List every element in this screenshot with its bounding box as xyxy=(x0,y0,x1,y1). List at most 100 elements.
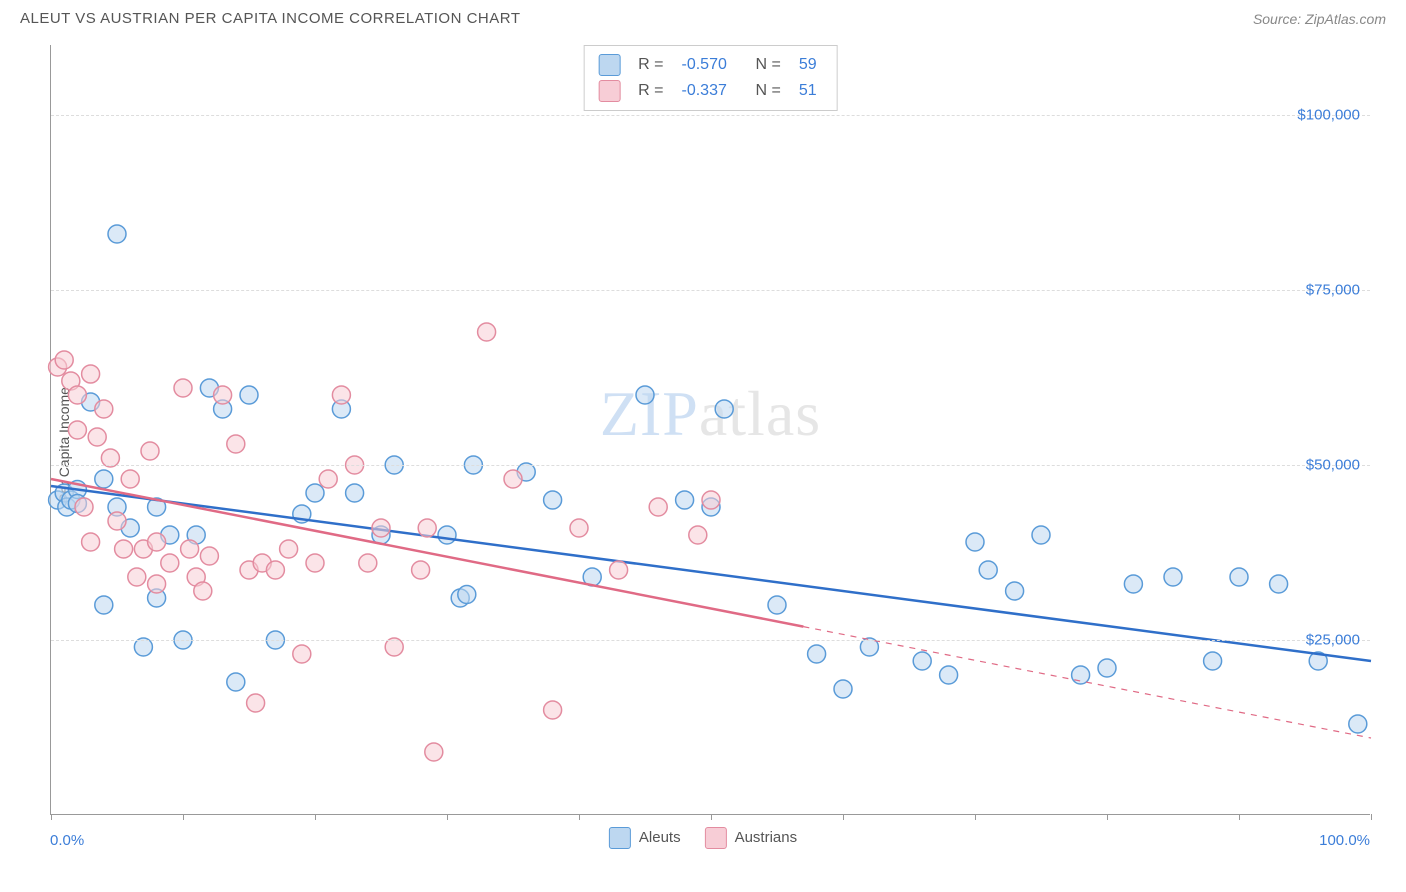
legend-swatch-aleuts xyxy=(609,827,631,849)
scatter-point-aleuts xyxy=(834,680,852,698)
trend-line-extrapolated-austrians xyxy=(803,627,1371,738)
scatter-point-austrians xyxy=(702,491,720,509)
scatter-point-austrians xyxy=(247,694,265,712)
scatter-point-aleuts xyxy=(1164,568,1182,586)
scatter-point-aleuts xyxy=(1006,582,1024,600)
scatter-point-austrians xyxy=(649,498,667,516)
x-tick xyxy=(1239,814,1240,820)
scatter-point-aleuts xyxy=(438,526,456,544)
scatter-point-austrians xyxy=(418,519,436,537)
source-name: ZipAtlas.com xyxy=(1305,11,1386,27)
x-axis-max-label: 100.0% xyxy=(1319,832,1370,849)
scatter-point-austrians xyxy=(412,561,430,579)
x-tick xyxy=(843,814,844,820)
stats-swatch-austrians xyxy=(598,80,620,102)
stats-n-label: N = xyxy=(756,82,781,100)
scatter-point-austrians xyxy=(425,743,443,761)
scatter-point-austrians xyxy=(504,470,522,488)
scatter-point-austrians xyxy=(148,575,166,593)
scatter-point-austrians xyxy=(115,540,133,558)
scatter-point-austrians xyxy=(372,519,390,537)
scatter-point-aleuts xyxy=(227,673,245,691)
scatter-point-aleuts xyxy=(1124,575,1142,593)
scatter-point-aleuts xyxy=(1270,575,1288,593)
legend-item-austrians: Austrians xyxy=(705,827,798,849)
y-tick-label: $25,000 xyxy=(1306,632,1360,649)
scatter-point-aleuts xyxy=(1032,526,1050,544)
y-tick-label: $50,000 xyxy=(1306,457,1360,474)
source-prefix: Source: xyxy=(1253,11,1305,27)
scatter-point-aleuts xyxy=(636,386,654,404)
gridline xyxy=(51,290,1370,291)
plot-svg xyxy=(51,45,1370,814)
scatter-point-aleuts xyxy=(1072,666,1090,684)
scatter-point-aleuts xyxy=(1230,568,1248,586)
scatter-point-austrians xyxy=(82,533,100,551)
stats-row-aleuts: R = -0.570 N = 59 xyxy=(598,52,823,78)
legend-item-aleuts: Aleuts xyxy=(609,827,681,849)
scatter-point-aleuts xyxy=(808,645,826,663)
scatter-point-austrians xyxy=(544,701,562,719)
scatter-point-austrians xyxy=(266,561,284,579)
stats-r-label: R = xyxy=(638,82,663,100)
plot-area: ZIPatlas R =-0.570N =59R =-0.337N =51 $2… xyxy=(50,45,1370,815)
scatter-point-aleuts xyxy=(979,561,997,579)
stats-row-austrians: R = -0.337 N = 51 xyxy=(598,78,823,104)
scatter-point-aleuts xyxy=(715,400,733,418)
scatter-point-aleuts xyxy=(940,666,958,684)
scatter-point-austrians xyxy=(689,526,707,544)
scatter-point-austrians xyxy=(108,512,126,530)
scatter-point-aleuts xyxy=(913,652,931,670)
stats-n-label: N = xyxy=(756,56,781,74)
scatter-point-austrians xyxy=(570,519,588,537)
scatter-point-austrians xyxy=(214,386,232,404)
scatter-point-austrians xyxy=(332,386,350,404)
scatter-point-austrians xyxy=(280,540,298,558)
gridline xyxy=(51,640,1370,641)
gridline xyxy=(51,465,1370,466)
x-tick xyxy=(579,814,580,820)
scatter-point-austrians xyxy=(128,568,146,586)
y-tick-label: $100,000 xyxy=(1297,107,1360,124)
correlation-stats-box: R = -0.570 N = 59 R = -0.337 N = 51 xyxy=(583,45,838,111)
scatter-point-aleuts xyxy=(95,470,113,488)
scatter-point-austrians xyxy=(174,379,192,397)
source-attribution: Source: ZipAtlas.com xyxy=(1253,11,1386,27)
stats-r-value-aleuts: -0.570 xyxy=(682,56,738,74)
scatter-point-austrians xyxy=(181,540,199,558)
scatter-point-aleuts xyxy=(240,386,258,404)
stats-n-value-austrians: 51 xyxy=(799,82,823,100)
scatter-point-austrians xyxy=(148,533,166,551)
chart-header: ALEUT VS AUSTRIAN PER CAPITA INCOME CORR… xyxy=(0,0,1406,35)
stats-r-label: R = xyxy=(638,56,663,74)
scatter-point-aleuts xyxy=(544,491,562,509)
scatter-point-austrians xyxy=(55,351,73,369)
x-tick xyxy=(51,814,52,820)
stats-n-value-aleuts: 59 xyxy=(799,56,823,74)
scatter-point-austrians xyxy=(95,400,113,418)
scatter-point-aleuts xyxy=(966,533,984,551)
scatter-point-austrians xyxy=(141,442,159,460)
stats-swatch-aleuts xyxy=(598,54,620,76)
scatter-point-austrians xyxy=(319,470,337,488)
scatter-point-aleuts xyxy=(1349,715,1367,733)
x-axis-min-label: 0.0% xyxy=(50,832,84,849)
scatter-point-aleuts xyxy=(1204,652,1222,670)
gridline xyxy=(51,115,1370,116)
legend-bottom: Aleuts Austrians xyxy=(609,827,797,849)
scatter-point-aleuts xyxy=(676,491,694,509)
scatter-point-austrians xyxy=(610,561,628,579)
scatter-point-austrians xyxy=(161,554,179,572)
scatter-point-austrians xyxy=(121,470,139,488)
scatter-point-aleuts xyxy=(1098,659,1116,677)
scatter-point-austrians xyxy=(227,435,245,453)
scatter-point-austrians xyxy=(68,386,86,404)
scatter-point-austrians xyxy=(200,547,218,565)
scatter-point-austrians xyxy=(82,365,100,383)
x-tick xyxy=(711,814,712,820)
x-tick xyxy=(315,814,316,820)
scatter-point-austrians xyxy=(293,645,311,663)
stats-r-value-austrians: -0.337 xyxy=(682,82,738,100)
scatter-point-austrians xyxy=(478,323,496,341)
scatter-point-aleuts xyxy=(95,596,113,614)
